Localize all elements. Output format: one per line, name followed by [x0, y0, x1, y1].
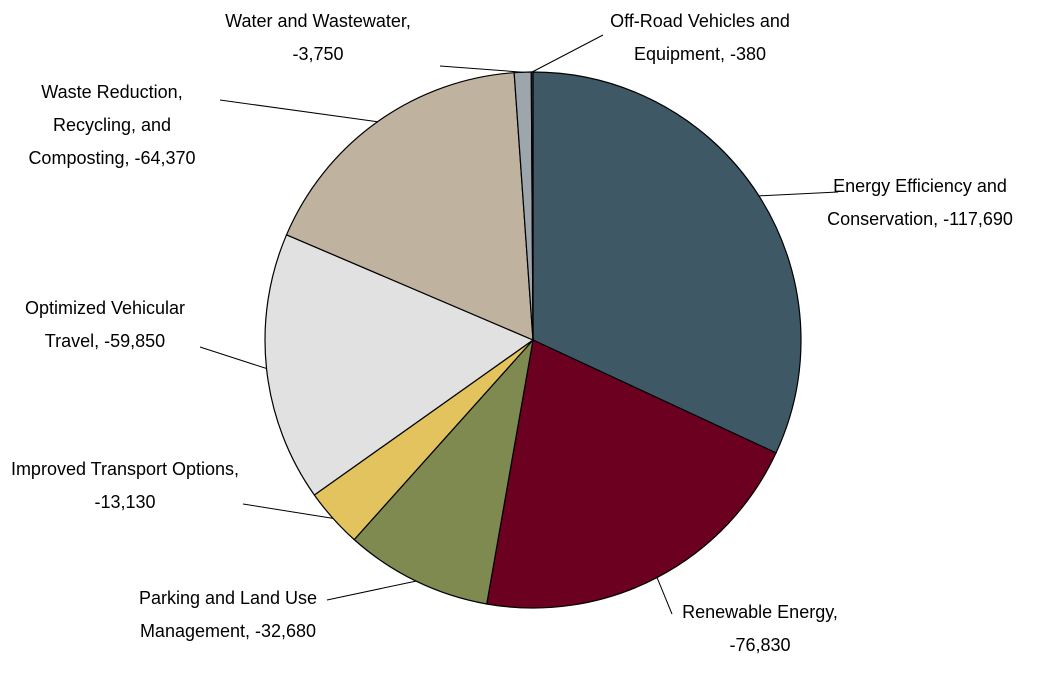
leader-line	[758, 191, 839, 197]
leader-line	[326, 580, 417, 601]
pie-slice	[353, 338, 534, 605]
leader-line	[199, 346, 267, 369]
leader-line	[439, 65, 523, 73]
data-label: Waste Reduction, Recycling, and Composti…	[28, 82, 196, 168]
leader-line	[219, 99, 378, 123]
data-label: Off-Road Vehicles and Equipment, -380	[610, 11, 790, 64]
leader-line	[242, 503, 334, 519]
leader-line	[531, 34, 604, 73]
leader-line	[656, 577, 673, 615]
data-label: Improved Transport Options, -13,130	[10, 459, 240, 512]
data-label: Optimized Vehicular Travel, -59,850	[24, 298, 186, 351]
data-label: Parking and Land Use Management, -32,680	[138, 588, 318, 641]
data-label: Water and Wastewater, -3,750	[225, 11, 411, 64]
data-label: Renewable Energy, -76,830	[682, 602, 838, 655]
pie-slice	[532, 71, 802, 454]
data-label: Energy Efficiency and Conservation, -117…	[827, 176, 1013, 229]
pie-slice	[264, 234, 535, 496]
